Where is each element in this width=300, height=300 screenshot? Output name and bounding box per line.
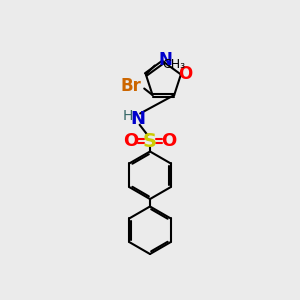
Text: O: O — [161, 132, 177, 150]
Text: O: O — [178, 65, 192, 83]
Text: CH₃: CH₃ — [162, 58, 185, 70]
Text: Br: Br — [120, 77, 141, 95]
Text: S: S — [143, 132, 157, 151]
Text: N: N — [130, 110, 146, 128]
Text: O: O — [123, 132, 139, 150]
Text: H: H — [122, 109, 133, 123]
Text: N: N — [159, 51, 173, 69]
